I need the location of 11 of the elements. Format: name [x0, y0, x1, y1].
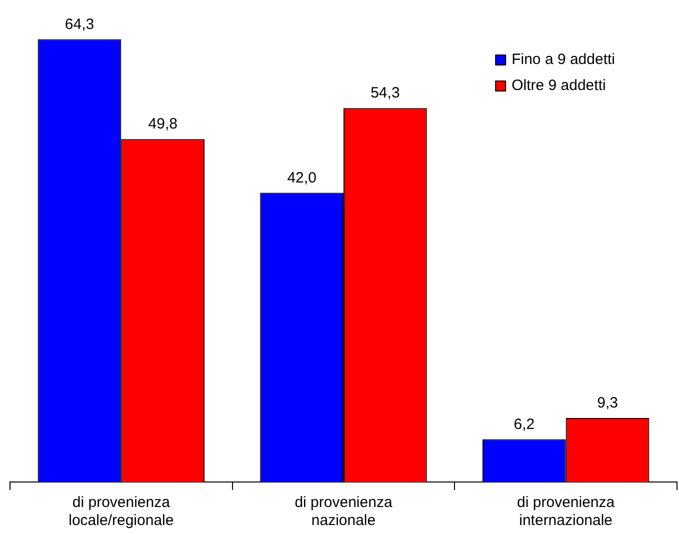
x-tick-label: di provenienza locale/regionale — [68, 494, 174, 530]
data-label: 9,3 — [597, 394, 618, 412]
x-tick-label: di provenienza internazionale — [517, 494, 616, 530]
data-label: 42,0 — [287, 169, 316, 186]
data-label: 54,3 — [370, 84, 400, 102]
data-label: 49,8 — [148, 116, 178, 133]
data-label: 6,2 — [514, 416, 535, 433]
x-tick-label: di provenienza nazionale — [294, 494, 393, 530]
legend-label: Oltre 9 addetti — [512, 77, 606, 94]
data-label: 64,3 — [64, 16, 94, 33]
legend-label: Fino a 9 addetti — [512, 51, 616, 68]
